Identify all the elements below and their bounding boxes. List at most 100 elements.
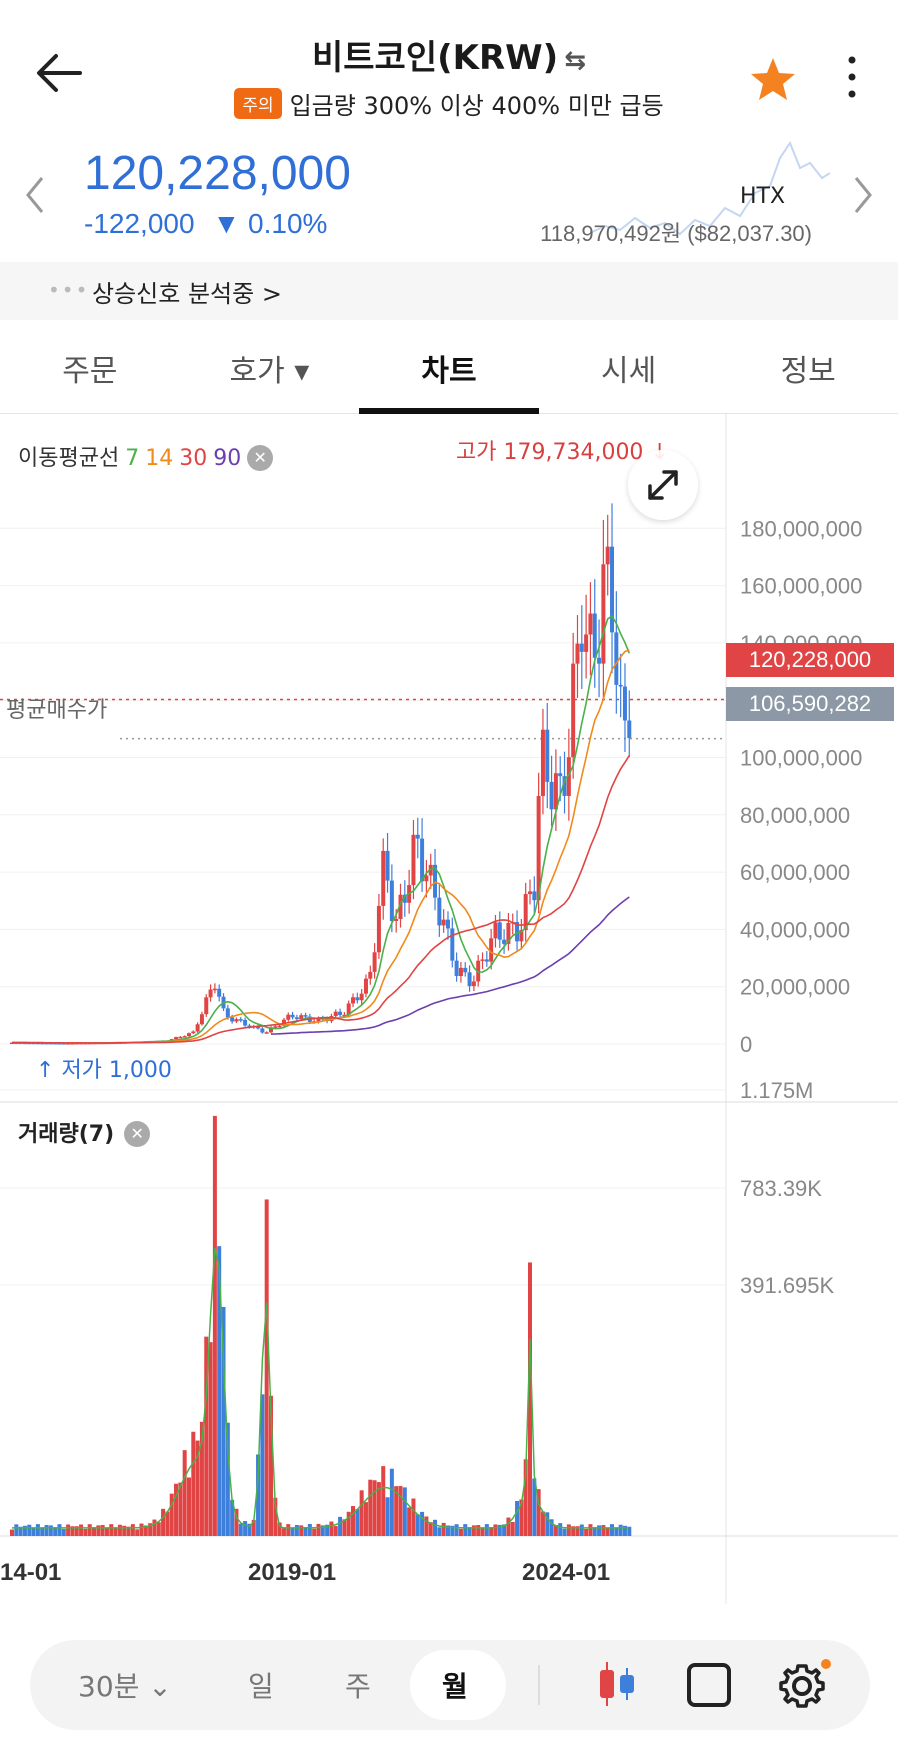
candle-type-button[interactable] xyxy=(594,1660,640,1708)
volume-bar xyxy=(156,1522,161,1536)
candle-body xyxy=(506,922,511,944)
volume-bar xyxy=(480,1527,485,1536)
candle-body xyxy=(316,1018,321,1022)
price-axis-label: 0 xyxy=(740,1032,752,1057)
price-axis-label: 60,000,000 xyxy=(740,860,850,885)
price-change: -122,000 ▼ 0.10% xyxy=(84,208,327,240)
expand-chart-button[interactable] xyxy=(628,450,698,520)
candle-body xyxy=(622,686,627,721)
candle-body xyxy=(57,1043,62,1045)
volume-bar xyxy=(610,1524,615,1536)
candle-body xyxy=(234,1019,239,1022)
current-price-tag: 120,228,000 xyxy=(726,643,894,677)
volume-bar xyxy=(100,1525,105,1536)
candle-body xyxy=(389,880,394,921)
volume-bar xyxy=(31,1528,36,1536)
period-day[interactable]: 일 xyxy=(248,1670,274,1703)
favorite-button[interactable] xyxy=(745,52,801,108)
x-axis-label: 2024-01 xyxy=(522,1559,610,1586)
volume-bar xyxy=(515,1500,520,1536)
candle-body xyxy=(566,757,571,796)
candle-body xyxy=(290,1014,295,1018)
signal-bar[interactable] xyxy=(0,262,898,320)
volume-bar xyxy=(217,1246,222,1536)
volume-bar xyxy=(394,1486,399,1536)
volume-bar xyxy=(256,1454,261,1536)
candle-body xyxy=(450,928,455,961)
drawing-tool-button[interactable] xyxy=(686,1662,732,1708)
chart-settings-button[interactable] xyxy=(776,1656,836,1712)
volume-bar xyxy=(601,1525,606,1536)
candle-body xyxy=(204,997,209,1015)
avg-price-tag: 106,590,282 xyxy=(726,687,894,721)
candle-body xyxy=(230,1017,235,1022)
candle-body xyxy=(536,795,541,901)
tab-info[interactable]: 정보 xyxy=(780,354,836,389)
prev-coin-button[interactable] xyxy=(20,170,50,220)
volume-bar xyxy=(182,1450,187,1536)
high-label: 고가 179,734,000 ↓ xyxy=(456,440,669,465)
close-volume-icon[interactable]: ✕ xyxy=(124,1121,151,1147)
volume-bar xyxy=(40,1527,45,1536)
candle-body xyxy=(553,773,558,810)
volume-label: 거래량(7) xyxy=(18,1122,115,1147)
candle-body xyxy=(579,643,584,652)
interval-select[interactable]: 30분 ⌄ xyxy=(78,1670,172,1703)
star-icon xyxy=(751,58,795,100)
price-axis-label: 160,000,000 xyxy=(740,574,862,599)
ma-line-30 xyxy=(12,755,630,1044)
volume-bar xyxy=(70,1526,75,1536)
period-week[interactable]: 주 xyxy=(345,1670,371,1703)
volume-bar xyxy=(558,1523,563,1536)
candle-body xyxy=(394,918,399,921)
candle-body xyxy=(458,967,463,976)
candle-body xyxy=(441,919,446,926)
volume-bar xyxy=(44,1525,49,1536)
volume-bar xyxy=(528,1262,532,1536)
gear-icon xyxy=(779,1659,831,1708)
candle-body xyxy=(351,997,356,1004)
signal-text[interactable]: 상승신호 분석중 > xyxy=(92,280,282,308)
price-chart[interactable]: 180,000,000160,000,000140,000,000120,000… xyxy=(0,414,898,1604)
volume-bar xyxy=(35,1524,40,1536)
volume-bar xyxy=(597,1525,602,1536)
sparkline xyxy=(590,140,830,236)
candle-body xyxy=(346,1003,351,1015)
volume-bar xyxy=(191,1431,196,1536)
next-coin-button[interactable] xyxy=(848,170,878,220)
more-menu-button[interactable] xyxy=(840,52,864,102)
volume-bar xyxy=(450,1525,455,1536)
volume-bar xyxy=(351,1506,356,1536)
tab-orderbook[interactable]: 호가 ▾ xyxy=(229,354,310,389)
candle-body xyxy=(540,729,545,796)
volume-bar xyxy=(368,1479,373,1536)
volume-bar xyxy=(579,1524,584,1536)
candle-body xyxy=(545,729,550,782)
volume-bar xyxy=(562,1528,567,1536)
candle-body xyxy=(445,919,450,929)
volume-ma-line xyxy=(12,1247,630,1529)
tab-order[interactable]: 주문 xyxy=(62,354,118,389)
ma-legend: 이동평균선 7 14 30 90 ✕ xyxy=(18,440,274,472)
tab-chart[interactable]: 차트 xyxy=(359,330,539,414)
page-title[interactable]: 비트코인(KRW) ⇆ xyxy=(0,30,898,79)
volume-bar xyxy=(420,1511,425,1536)
candle-body xyxy=(303,1015,308,1017)
candle-body xyxy=(493,922,498,939)
candle-body xyxy=(618,684,623,687)
close-ma-icon[interactable]: ✕ xyxy=(247,445,274,471)
candle-body xyxy=(66,1043,71,1045)
candle-body xyxy=(225,1008,230,1018)
volume-bar xyxy=(411,1498,416,1536)
volume-bar xyxy=(165,1511,170,1536)
period-month[interactable]: 월 xyxy=(442,1670,468,1703)
volume-bar xyxy=(523,1459,528,1536)
candle-body xyxy=(528,891,532,895)
chevron-right-icon xyxy=(854,177,872,213)
tab-market-price[interactable]: 시세 xyxy=(600,354,657,389)
candle-body xyxy=(627,720,632,739)
candle-body xyxy=(376,905,381,953)
volume-bar xyxy=(484,1524,489,1536)
candle-body xyxy=(428,864,433,876)
back-button[interactable] xyxy=(30,48,100,108)
